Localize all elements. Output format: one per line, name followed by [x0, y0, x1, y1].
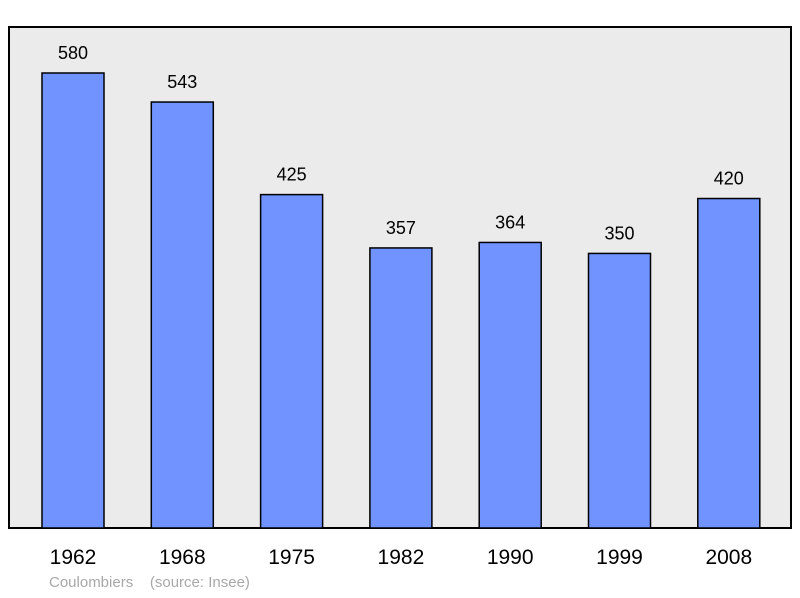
bar-1975	[259, 193, 324, 529]
x-tick-label-1975: 1975	[268, 546, 315, 569]
value-label-1982: 357	[386, 218, 416, 238]
value-label-1968: 543	[167, 72, 197, 92]
bar-1990	[478, 241, 542, 529]
bar-1968	[150, 101, 215, 529]
bar-2008	[697, 197, 761, 529]
x-tick-labels-group: 1962 1968 1975 1982 1990 1999 2008	[50, 546, 753, 569]
x-tick-label-1962: 1962	[50, 546, 97, 569]
caption: Coulombiers (source: Insee)	[49, 574, 250, 591]
value-label-1962: 580	[58, 43, 88, 63]
value-label-2008: 420	[714, 169, 744, 189]
caption-source: (source: Insee)	[149, 574, 250, 591]
x-tick-label-2008: 2008	[705, 546, 752, 569]
bar-1982	[369, 247, 433, 529]
value-label-1975: 425	[277, 165, 307, 185]
value-label-1999: 350	[604, 223, 634, 243]
x-tick-label-1990: 1990	[487, 546, 534, 569]
x-tick-label-1999: 1999	[596, 546, 643, 569]
bar-1999	[587, 252, 652, 529]
x-tick-label-1968: 1968	[159, 546, 206, 569]
value-label-1990: 364	[495, 212, 525, 232]
caption-place: Coulombiers	[49, 574, 134, 591]
x-tick-label-1982: 1982	[378, 546, 425, 569]
bars-group	[41, 72, 761, 529]
bar-1962	[41, 72, 105, 529]
value-labels-group: 580 543 425 357 364 350 420	[58, 43, 744, 243]
